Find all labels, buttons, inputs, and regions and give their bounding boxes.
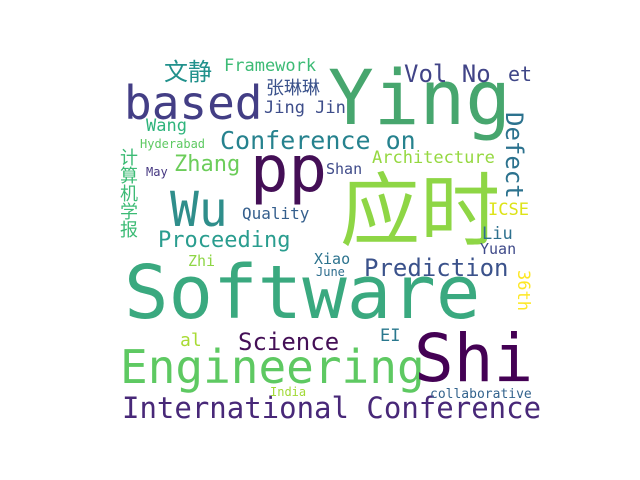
word-quality: Quality	[242, 204, 310, 223]
word-pp: pp	[250, 133, 328, 207]
word-engineering: Engineering	[120, 340, 425, 394]
word-36th: 36th	[513, 270, 533, 311]
word-international-conference: International Conference	[122, 391, 542, 425]
word-vol-no: Vol No	[404, 60, 491, 88]
word-defect: Defect	[500, 112, 528, 199]
word-yingshi: 应时	[340, 165, 500, 258]
word-may: May	[146, 165, 168, 179]
word-zhanglinlin: 张琳琳	[266, 78, 320, 99]
word-june: June	[316, 265, 345, 279]
word-framework: Framework	[224, 56, 317, 76]
word-wang: Wang	[146, 116, 187, 136]
word-architecture: Architecture	[372, 148, 495, 168]
word-shi: Shi	[414, 320, 534, 397]
word-ying: Ying	[328, 53, 512, 142]
word-ei: EI	[380, 326, 401, 346]
word-wenjing: 文静	[164, 58, 212, 86]
word-science: Science	[238, 328, 340, 356]
word-wu: Wu	[170, 182, 228, 238]
word-jing-jin: Jing Jin	[264, 98, 346, 118]
word-india: India	[270, 385, 307, 399]
word-yuan: Yuan	[480, 240, 517, 258]
word-conference-on: Conference on	[220, 126, 416, 155]
word-zhi: Zhi	[188, 252, 216, 270]
word-software: Software	[124, 250, 481, 336]
word-shan: Shan	[326, 160, 363, 178]
word-et: et	[508, 62, 533, 86]
word-liu: Liu	[482, 224, 513, 244]
word-hyderabad: Hyderabad	[140, 137, 206, 151]
word-proceeding: Proceeding	[158, 228, 291, 253]
word-al: al	[180, 330, 202, 351]
word-prediction: Prediction	[364, 254, 509, 282]
word-collaborative: collaborative	[430, 387, 532, 402]
word-xiao: Xiao	[314, 250, 351, 268]
word-icse: ICSE	[488, 200, 529, 220]
word-jisuanji: 计算机学报	[117, 148, 138, 238]
word-based: based	[124, 76, 263, 130]
word-zhang: Zhang	[174, 152, 241, 177]
